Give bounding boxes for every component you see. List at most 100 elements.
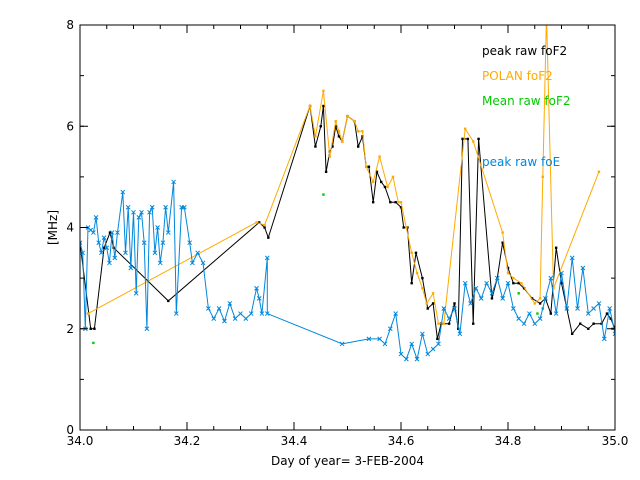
peak-raw-foe-point-69 — [441, 306, 447, 311]
peak-raw-fof2-point-3 — [102, 246, 106, 249]
peak-raw-foe-point-17 — [125, 204, 131, 210]
peak-raw-fof2-point-38 — [426, 307, 429, 310]
peak-raw-foe-point-25 — [147, 209, 152, 215]
legend-peak-raw-foe: peak raw foE — [482, 155, 560, 169]
peak-raw-fof2-point-35 — [410, 281, 413, 285]
peak-raw-foe-point-55 — [339, 341, 345, 347]
polan-fof2-point-5 — [322, 89, 325, 93]
polan-fof2-point-39 — [552, 287, 555, 290]
peak-raw-foe-point-101 — [612, 331, 615, 337]
polan-fof2-point-36 — [538, 297, 542, 300]
peak-raw-fof2-point-52 — [506, 266, 510, 270]
peak-raw-fof2-point-42 — [447, 322, 451, 325]
peak-raw-fof2-point-18 — [337, 135, 341, 138]
peak-raw-fof2-point-56 — [530, 297, 534, 300]
polan-fof2-point-6 — [328, 155, 332, 158]
polan-fof2-point-25 — [425, 302, 428, 305]
peak-raw-foe-point-86 — [532, 321, 538, 327]
peak-raw-foe-point-99 — [601, 336, 607, 342]
polan-fof2-point-40 — [597, 170, 601, 174]
x-tick-label: 35.0 — [602, 434, 629, 448]
series-group — [80, 25, 615, 362]
peak-raw-foe-point-68 — [436, 341, 441, 347]
peak-raw-foe-point-45 — [227, 301, 233, 306]
peak-raw-foe-point-78 — [489, 290, 495, 296]
peak-raw-foe-point-60 — [393, 311, 399, 316]
peak-raw-foe-point-24 — [144, 326, 150, 332]
peak-raw-foe-point-57 — [377, 336, 382, 342]
legend-polan-fof2: POLAN foF2 — [482, 69, 553, 83]
peak-raw-foe-point-42 — [211, 316, 217, 321]
peak-raw-foe-point-67 — [430, 346, 436, 352]
polan-fof2-point-20 — [399, 200, 403, 204]
peak-raw-fof2-point-65 — [587, 327, 590, 330]
x-tick-label: 34.0 — [67, 434, 94, 448]
mean-raw-fof2-point-2 — [517, 292, 520, 295]
peak-raw-foe-point-92 — [564, 306, 570, 311]
peak-raw-foe-point-85 — [527, 311, 532, 316]
peak-raw-foe-point-73 — [462, 280, 468, 286]
x-axis-label: Day of year= 3-FEB-2004 — [271, 454, 424, 468]
peak-raw-fof2-point-25 — [367, 165, 371, 168]
polan-fof2-point-19 — [397, 200, 400, 204]
peak-raw-foe-point-87 — [537, 316, 543, 321]
peak-raw-foe-point-30 — [160, 240, 166, 246]
polan-fof2-point-24 — [421, 287, 424, 290]
peak-raw-foe-point-63 — [409, 341, 415, 347]
polan-fof2-point-23 — [415, 271, 419, 275]
peak-raw-fof2-point-2 — [93, 327, 96, 330]
peak-raw-fof2-point-32 — [399, 206, 403, 209]
peak-raw-foe-series — [80, 179, 615, 362]
peak-raw-foe-point-7 — [96, 240, 102, 246]
peak-raw-foe-point-47 — [238, 311, 243, 316]
mean-raw-fof2-point-1 — [322, 193, 325, 196]
peak-raw-foe-point-38 — [189, 260, 195, 266]
peak-raw-fof2-point-46 — [466, 137, 470, 141]
peak-raw-fof2-point-63 — [571, 332, 574, 336]
y-tick-label: 8 — [66, 18, 74, 32]
legend: peak raw foF2 POLAN foF2 Mean raw foF2 peak… — [482, 44, 571, 169]
peak-raw-foe-point-50 — [254, 285, 259, 291]
peak-raw-foe-point-10 — [104, 245, 110, 251]
peak-raw-foe-point-21 — [136, 215, 142, 220]
polan-fof2-point-33 — [512, 276, 515, 280]
peak-raw-fof2-point-55 — [522, 287, 526, 290]
polan-fof2-point-8 — [337, 130, 341, 133]
peak-raw-fof2-point-48 — [477, 137, 480, 141]
peak-raw-foe-point-33 — [171, 179, 176, 185]
peak-raw-fof2-point-7 — [258, 221, 261, 224]
x-tick-label: 34.6 — [388, 434, 415, 448]
polan-fof2-point-7 — [334, 119, 337, 123]
polan-fof2-point-17 — [386, 185, 389, 189]
x-tick-label: 34.8 — [495, 434, 522, 448]
polan-fof2-point-10 — [346, 114, 349, 118]
peak-raw-foe-point-48 — [243, 316, 249, 321]
peak-raw-foe-point-100 — [607, 306, 613, 311]
peak-raw-fof2-point-64 — [579, 322, 582, 325]
plot-frame — [79, 24, 616, 431]
peak-raw-foe-point-8 — [99, 250, 104, 256]
y-axis-label: [MHz] — [46, 210, 60, 245]
peak-raw-foe-point-70 — [446, 316, 452, 321]
peak-raw-foe-point-41 — [206, 306, 211, 311]
polan-fof2-point-26 — [431, 292, 435, 295]
peak-raw-fof2-point-12 — [319, 125, 322, 128]
peak-raw-fof2-point-51 — [501, 241, 504, 244]
polan-fof2-point-31 — [501, 231, 504, 234]
peak-raw-foe-point-98 — [596, 301, 602, 306]
peak-raw-fof2-point-57 — [538, 302, 542, 305]
peak-raw-foe-point-5 — [91, 230, 96, 235]
polan-fof2-point-29 — [464, 127, 467, 130]
polan-fof2-point-16 — [378, 155, 381, 158]
peak-raw-foe-point-29 — [157, 260, 163, 266]
peak-raw-foe-point-43 — [216, 306, 222, 311]
peak-raw-foe-point-46 — [232, 316, 238, 321]
peak-raw-foe-point-44 — [222, 318, 227, 324]
peak-raw-foe-point-49 — [248, 311, 254, 316]
peak-raw-fof2-point-47 — [472, 322, 475, 325]
polan-fof2-point-34 — [520, 281, 523, 285]
peak-raw-foe-point-11 — [107, 260, 112, 266]
peak-raw-fof2-point-26 — [371, 200, 375, 204]
peak-raw-foe-point-9 — [101, 235, 107, 240]
